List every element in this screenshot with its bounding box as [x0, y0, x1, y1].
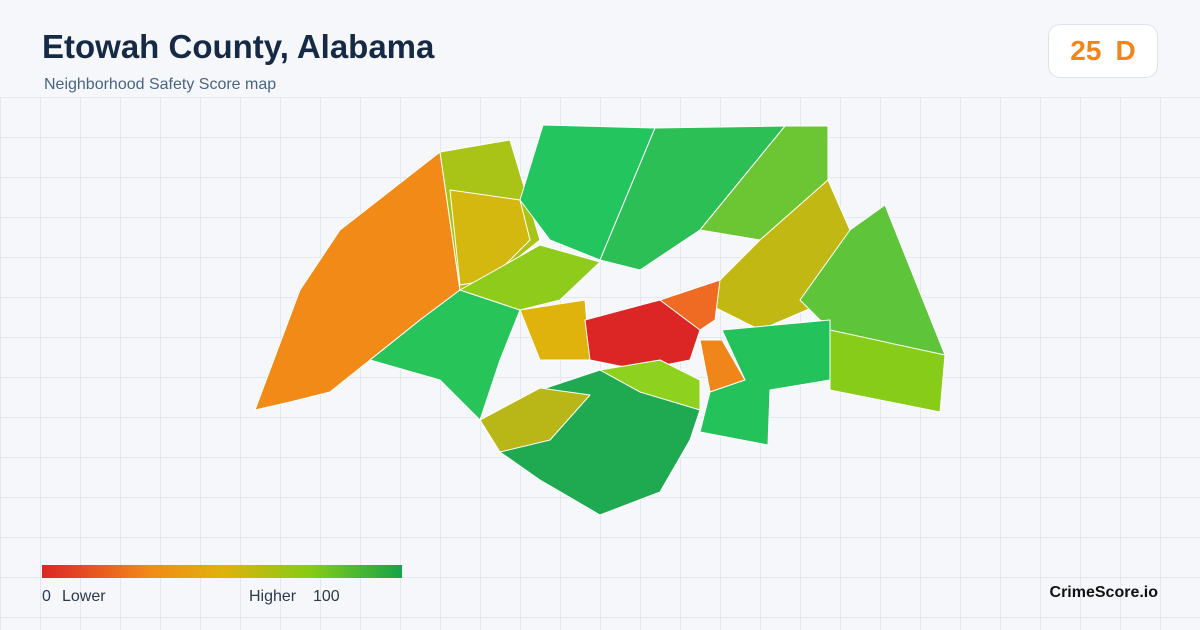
region — [599, 125, 786, 271]
score-badge: 25 D — [1048, 24, 1158, 78]
region — [519, 124, 656, 261]
score-value: 25 — [1070, 35, 1102, 66]
region — [599, 359, 701, 411]
subtitle: Neighborhood Safety Score map — [44, 76, 277, 93]
region — [699, 319, 831, 446]
region — [659, 279, 721, 331]
title: Etowah County, Alabama — [42, 28, 435, 65]
legend-gradient — [42, 565, 402, 578]
brand: CrimeScore.io — [1049, 584, 1158, 601]
legend-min: 0 — [42, 588, 51, 605]
region — [479, 387, 591, 453]
legend-max-label: Higher — [249, 588, 297, 605]
region — [449, 189, 531, 286]
region — [369, 289, 521, 421]
region — [519, 299, 591, 361]
legend-max: 100 — [313, 588, 340, 605]
score-grade: D — [1115, 35, 1136, 66]
region — [459, 244, 601, 311]
legend-min-label: Lower — [62, 588, 106, 605]
